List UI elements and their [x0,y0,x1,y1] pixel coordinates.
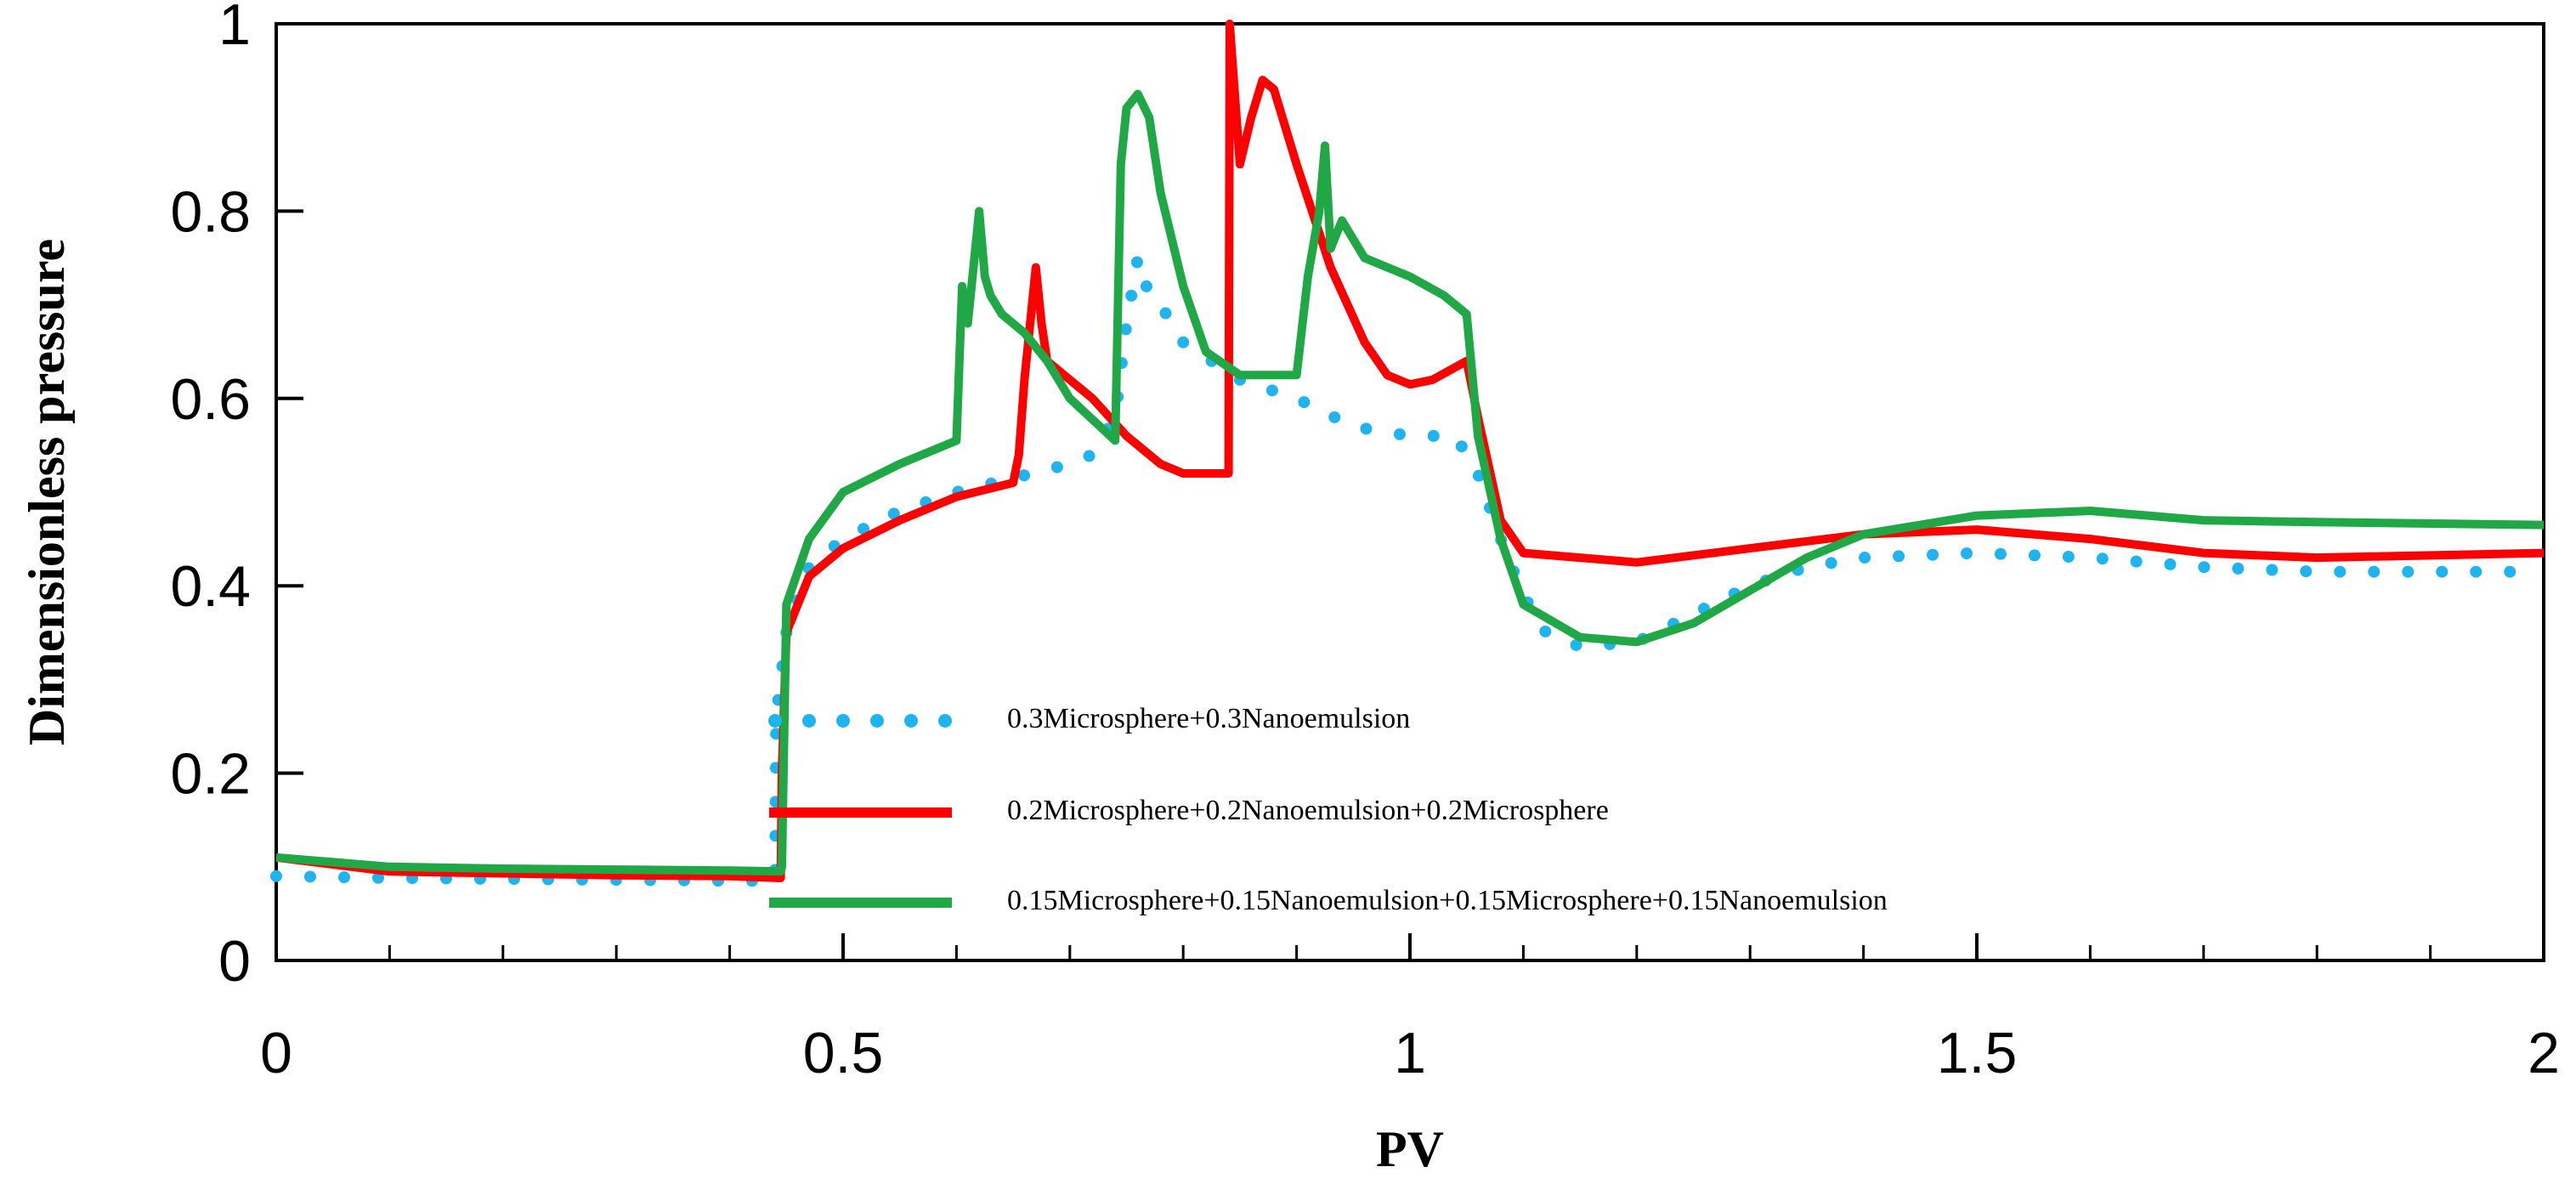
legend-label-1: 0.3Microsphere+0.3Nanoemulsion [1007,703,1410,734]
series-line-1 [270,252,2550,887]
x-tick-label: 0.5 [803,1021,884,1085]
x-axis-title: PV [1376,1121,1444,1177]
series-line-2 [275,20,2545,882]
legend-label-3: 0.15Microsphere+0.15Nanoemulsion+0.15Mic… [1007,885,1888,916]
x-tick-label: 1.5 [1937,1021,2018,1085]
y-tick-label: 0.6 [170,367,251,432]
y-tick-label: 0 [218,929,251,994]
y-tick-label: 1 [218,0,251,57]
x-tick-label: 1 [1394,1021,1426,1085]
y-tick-label: 0.2 [170,742,251,807]
y-tick-label: 0.4 [170,554,251,619]
series-layer [270,20,2550,887]
legend-label-2: 0.2Microsphere+0.2Nanoemulsion+0.2Micros… [1007,795,1609,826]
x-tick-label: 2 [2528,1021,2560,1085]
legend: 0.3Microsphere+0.3Nanoemulsion 0.2Microsp… [768,703,1888,916]
x-axis-ticks: 0 0.5 1 1.5 2 [260,933,2560,1085]
series-line-3 [275,89,2545,876]
y-axis-title: Dimensionless pressure [19,239,75,745]
y-tick-label: 0.8 [170,179,251,244]
x-tick-label: 0 [260,1021,292,1085]
y-axis-ticks: 0 0.2 0.4 0.6 0.8 1 [170,0,303,994]
